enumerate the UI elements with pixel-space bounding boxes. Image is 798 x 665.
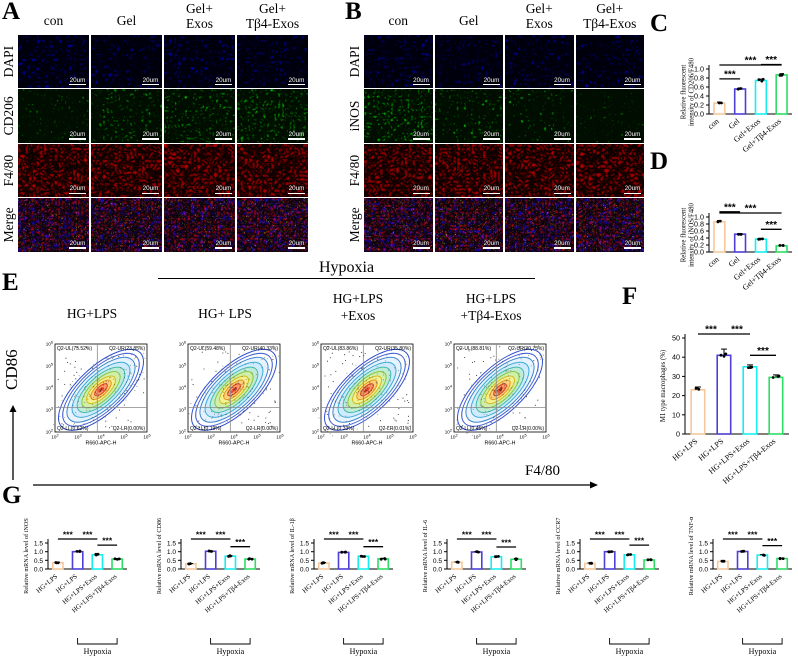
svg-text:Hypoxia: Hypoxia xyxy=(616,647,644,656)
svg-text:103: 103 xyxy=(340,434,347,440)
svg-text:103: 103 xyxy=(445,407,452,413)
svg-text:106: 106 xyxy=(312,341,319,347)
svg-text:105: 105 xyxy=(386,434,393,440)
svg-text:102: 102 xyxy=(317,434,324,440)
svg-text:***: *** xyxy=(731,325,743,336)
svg-text:con: con xyxy=(706,255,721,269)
svg-text:105: 105 xyxy=(312,363,319,369)
svg-text:***: *** xyxy=(757,346,769,357)
svg-text:R660-APC-H: R660-APC-H xyxy=(86,441,117,447)
svg-text:0: 0 xyxy=(676,430,680,439)
svg-text:102: 102 xyxy=(51,434,58,440)
svg-text:Q2-UR(35.80%): Q2-UR(35.80%) xyxy=(375,346,411,352)
svg-text:***: *** xyxy=(724,69,736,80)
svg-text:102: 102 xyxy=(450,434,457,440)
svg-text:***: *** xyxy=(462,530,473,540)
svg-text:103: 103 xyxy=(473,434,480,440)
svg-text:Gel: Gel xyxy=(727,254,742,269)
svg-text:Q2-UL(88.81%): Q2-UL(88.81%) xyxy=(456,346,491,352)
svg-text:***: *** xyxy=(634,536,645,546)
svg-text:***: *** xyxy=(767,536,778,546)
svg-text:***: *** xyxy=(329,530,340,540)
svg-text:104: 104 xyxy=(363,434,370,440)
svg-text:103: 103 xyxy=(46,407,53,413)
svg-text:106: 106 xyxy=(542,434,549,440)
svg-text:Q2-LL(0.19%): Q2-LL(0.19%) xyxy=(190,426,222,432)
svg-text:106: 106 xyxy=(276,434,283,440)
svg-text:***: *** xyxy=(368,537,379,547)
svg-text:105: 105 xyxy=(445,363,452,369)
svg-text:Q2-UR(40.33%): Q2-UR(40.33%) xyxy=(242,346,278,352)
svg-text:Q2-UL(83.86%): Q2-UL(83.86%) xyxy=(323,346,358,352)
svg-text:Q2-LR(0.00%): Q2-LR(0.00%) xyxy=(512,426,545,432)
svg-text:105: 105 xyxy=(179,363,186,369)
svg-text:Q2-UL(75.52%): Q2-UL(75.52%) xyxy=(57,346,92,352)
svg-text:106: 106 xyxy=(409,434,416,440)
svg-text:***: *** xyxy=(63,530,74,540)
svg-text:***: *** xyxy=(728,530,739,540)
svg-text:104: 104 xyxy=(496,434,503,440)
svg-text:Q2-LL(0.62%): Q2-LL(0.62%) xyxy=(57,426,89,432)
svg-text:106: 106 xyxy=(143,434,150,440)
svg-text:***: *** xyxy=(765,55,777,66)
svg-text:105: 105 xyxy=(253,434,260,440)
svg-text:Hypoxia: Hypoxia xyxy=(84,647,112,656)
svg-text:***: *** xyxy=(765,220,777,231)
svg-text:Hypoxia: Hypoxia xyxy=(350,647,378,656)
svg-text:Gel: Gel xyxy=(727,116,742,131)
svg-text:Q2-LR(0.00%): Q2-LR(0.00%) xyxy=(113,426,146,432)
svg-text:R660-APC-H: R660-APC-H xyxy=(485,441,516,447)
svg-text:Q2-LL(0.45%): Q2-LL(0.45%) xyxy=(456,426,488,432)
svg-text:***: *** xyxy=(595,530,606,540)
svg-text:***: *** xyxy=(83,530,94,540)
svg-text:R660-APC-H: R660-APC-H xyxy=(219,441,250,447)
svg-text:***: *** xyxy=(615,530,626,540)
svg-text:***: *** xyxy=(724,202,736,213)
svg-text:105: 105 xyxy=(120,434,127,440)
svg-text:***: *** xyxy=(482,530,493,540)
svg-text:Hypoxia: Hypoxia xyxy=(217,647,245,656)
svg-text:102: 102 xyxy=(184,434,191,440)
svg-text:104: 104 xyxy=(312,385,319,391)
svg-text:con: con xyxy=(706,117,721,131)
svg-text:***: *** xyxy=(748,530,759,540)
svg-text:***: *** xyxy=(235,537,246,547)
svg-text:Q2-LR(0.01%): Q2-LR(0.01%) xyxy=(379,426,412,432)
svg-text:***: *** xyxy=(349,530,360,540)
svg-text:HG+LPS: HG+LPS xyxy=(671,437,700,463)
svg-text:106: 106 xyxy=(445,341,452,347)
svg-text:***: *** xyxy=(216,530,227,540)
svg-text:Hypoxia: Hypoxia xyxy=(483,647,511,656)
svg-text:106: 106 xyxy=(179,341,186,347)
svg-text:Q2-UR(23.85%): Q2-UR(23.85%) xyxy=(109,346,145,352)
svg-text:Q2-LR(0.00%): Q2-LR(0.00%) xyxy=(246,426,279,432)
svg-text:106: 106 xyxy=(46,341,53,347)
svg-text:105: 105 xyxy=(46,363,53,369)
svg-text:104: 104 xyxy=(179,385,186,391)
svg-text:Hypoxia: Hypoxia xyxy=(749,647,777,656)
svg-text:Q2-UR(30.73%): Q2-UR(30.73%) xyxy=(508,346,544,352)
svg-text:103: 103 xyxy=(74,434,81,440)
svg-text:104: 104 xyxy=(46,385,53,391)
svg-text:***: *** xyxy=(501,538,512,548)
svg-text:***: *** xyxy=(705,325,717,336)
svg-text:103: 103 xyxy=(312,407,319,413)
svg-text:***: *** xyxy=(196,530,207,540)
svg-text:103: 103 xyxy=(179,407,186,413)
svg-text:***: *** xyxy=(745,204,757,215)
svg-text:104: 104 xyxy=(230,434,237,440)
svg-text:Q2-LL(0.33%): Q2-LL(0.33%) xyxy=(323,426,355,432)
svg-text:R660-APC-H: R660-APC-H xyxy=(352,441,383,447)
svg-text:104: 104 xyxy=(97,434,104,440)
svg-text:104: 104 xyxy=(445,385,452,391)
svg-text:Q2-UL(59.48%): Q2-UL(59.48%) xyxy=(190,346,225,352)
svg-text:103: 103 xyxy=(207,434,214,440)
svg-text:105: 105 xyxy=(519,434,526,440)
svg-text:***: *** xyxy=(102,536,113,546)
svg-text:***: *** xyxy=(745,56,757,67)
